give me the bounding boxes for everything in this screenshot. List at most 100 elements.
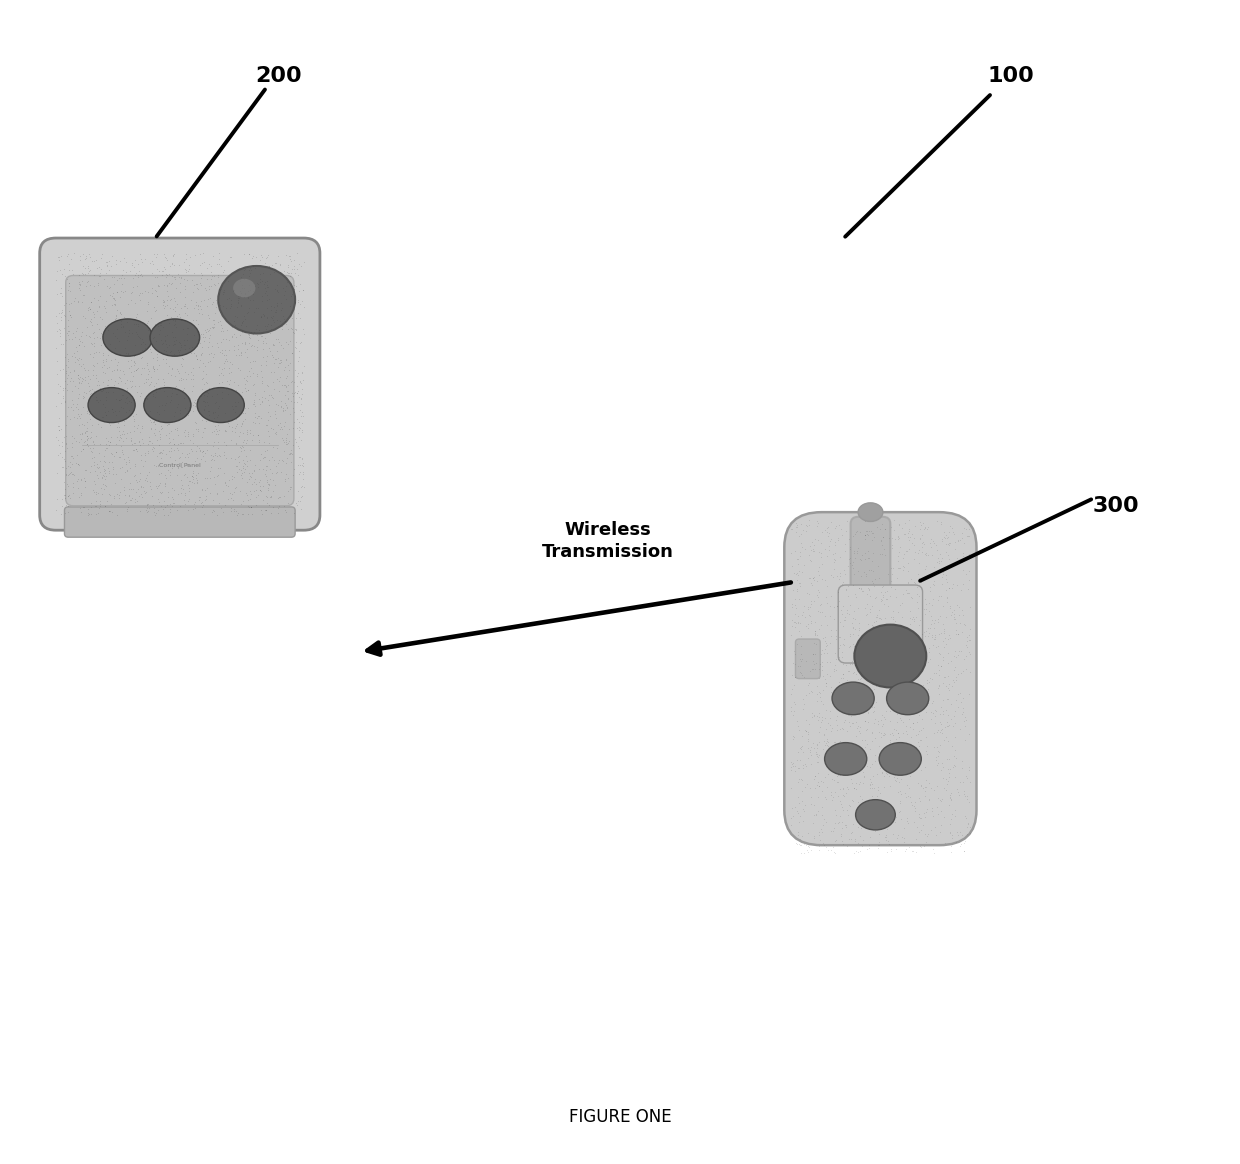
Point <box>107 320 126 339</box>
Point <box>155 297 175 315</box>
Point <box>925 715 945 733</box>
Point <box>847 800 867 818</box>
Point <box>159 430 179 448</box>
Point <box>211 459 231 477</box>
Point <box>291 333 311 352</box>
Point <box>148 345 167 363</box>
Point <box>175 421 195 440</box>
Point <box>789 758 808 776</box>
Point <box>184 325 203 343</box>
Point <box>264 298 284 317</box>
Point <box>947 625 967 644</box>
Point <box>238 398 258 417</box>
Point <box>804 795 823 814</box>
Point <box>177 501 197 519</box>
Point <box>124 467 144 485</box>
Point <box>177 404 197 423</box>
Point <box>144 348 164 367</box>
Point <box>58 326 78 345</box>
Point <box>112 304 131 322</box>
Point <box>842 703 862 722</box>
Point <box>109 447 129 466</box>
Point <box>201 457 221 476</box>
Point <box>170 454 190 473</box>
Point <box>889 655 909 674</box>
Point <box>67 349 87 368</box>
Point <box>960 644 980 662</box>
Point <box>822 790 842 809</box>
Point <box>104 324 124 342</box>
Point <box>144 455 164 474</box>
Point <box>136 314 156 333</box>
Point <box>812 554 832 573</box>
Point <box>849 787 869 805</box>
Point <box>148 244 167 263</box>
Point <box>936 769 956 788</box>
Point <box>88 274 108 292</box>
Point <box>924 665 944 683</box>
Point <box>883 559 903 577</box>
Point <box>859 839 879 858</box>
Point <box>279 264 299 283</box>
Point <box>196 411 216 430</box>
Point <box>242 475 262 494</box>
Point <box>889 603 909 622</box>
Point <box>231 315 250 334</box>
Point <box>956 565 976 583</box>
Point <box>205 446 224 464</box>
Point <box>825 843 844 861</box>
Point <box>952 528 972 547</box>
Point <box>242 249 262 268</box>
Point <box>950 531 970 549</box>
Point <box>175 485 195 504</box>
Point <box>99 413 119 432</box>
Point <box>103 284 123 303</box>
Point <box>940 533 960 552</box>
Point <box>792 759 812 778</box>
Point <box>250 246 270 264</box>
Point <box>221 353 241 371</box>
Point <box>82 442 102 461</box>
Point <box>97 376 117 395</box>
Point <box>117 381 136 399</box>
Point <box>872 646 892 665</box>
Point <box>879 748 899 767</box>
Point <box>193 496 213 514</box>
Point <box>175 296 195 314</box>
Point <box>145 327 165 346</box>
Point <box>945 768 965 787</box>
Point <box>58 503 78 521</box>
Point <box>203 436 223 455</box>
Point <box>98 459 118 477</box>
Point <box>825 535 844 554</box>
Point <box>875 646 895 665</box>
Point <box>131 359 151 377</box>
Point <box>176 244 196 263</box>
Point <box>98 402 118 420</box>
Point <box>77 426 97 445</box>
Point <box>895 673 915 691</box>
Point <box>870 590 890 609</box>
Point <box>166 318 186 336</box>
Point <box>102 350 122 369</box>
Point <box>843 665 863 683</box>
Point <box>904 608 924 626</box>
Point <box>799 683 818 702</box>
Point <box>201 276 221 294</box>
Point <box>222 291 242 310</box>
Point <box>103 464 123 483</box>
Point <box>72 425 92 443</box>
Point <box>960 643 980 661</box>
Point <box>67 473 87 491</box>
Point <box>895 783 915 802</box>
Point <box>934 731 954 750</box>
Point <box>795 754 815 773</box>
Point <box>150 379 170 398</box>
Point <box>148 478 167 497</box>
Point <box>122 324 141 342</box>
Point <box>131 249 151 268</box>
Point <box>231 495 250 513</box>
Point <box>196 383 216 402</box>
Point <box>801 755 821 774</box>
Point <box>203 501 223 519</box>
